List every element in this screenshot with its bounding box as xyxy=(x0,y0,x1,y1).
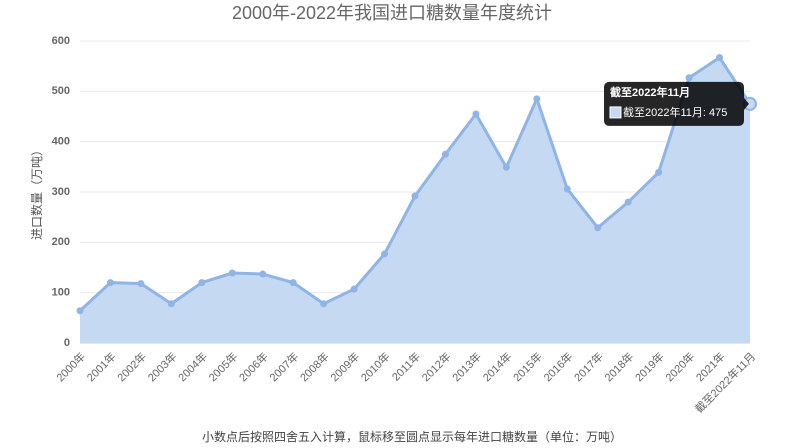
x-tick-label: 2009年 xyxy=(327,349,362,384)
y-tick-label: 600 xyxy=(52,35,70,47)
x-tick-label: 2017年 xyxy=(571,349,606,384)
data-point xyxy=(106,279,114,287)
data-point xyxy=(289,279,297,287)
data-point xyxy=(533,95,541,103)
data-point xyxy=(228,269,236,277)
y-tick-label: 0 xyxy=(64,337,70,349)
tooltip-box xyxy=(604,81,744,126)
y-tick-label: 100 xyxy=(52,287,70,299)
data-point xyxy=(76,307,84,315)
x-tick-label: 2006年 xyxy=(236,349,271,384)
x-tick-label: 2018年 xyxy=(601,349,636,384)
x-tick-label: 2003年 xyxy=(145,349,180,384)
data-point xyxy=(655,168,663,176)
x-tick-label: 2010年 xyxy=(358,349,393,384)
x-tick-label: 2020年 xyxy=(662,349,697,384)
data-point xyxy=(411,192,419,200)
data-point xyxy=(381,250,389,258)
x-tick-label: 2001年 xyxy=(84,349,119,384)
x-tick-label: 2019年 xyxy=(632,349,667,384)
data-point xyxy=(594,224,602,232)
data-point xyxy=(320,300,328,308)
data-point xyxy=(137,280,145,288)
chart-title: 2000年-2022年我国进口糖数量年度统计 xyxy=(232,3,552,23)
data-point xyxy=(350,285,358,293)
x-tick-label: 2012年 xyxy=(419,349,454,384)
tooltip-swatch xyxy=(609,106,622,119)
x-tick-label: 2000年 xyxy=(53,349,88,384)
area-fill xyxy=(80,57,750,344)
x-tick-label: 2016年 xyxy=(540,349,575,384)
x-tick-label: 2004年 xyxy=(175,349,210,384)
footnote: 小数点后按照四舍五入计算，鼠标移至圆点显示每年进口糖数量（单位：万吨） xyxy=(202,429,622,444)
tooltip-arrow xyxy=(744,97,749,110)
tooltip-label: 截至2022年11月: 475 xyxy=(623,105,727,119)
y-tick-label: 200 xyxy=(52,236,70,248)
x-tick-label: 2014年 xyxy=(480,349,515,384)
x-tick-label: 2011年 xyxy=(389,349,423,383)
data-point xyxy=(502,163,510,171)
x-tick-label: 2015年 xyxy=(510,349,545,384)
data-point xyxy=(198,279,206,287)
x-tick-label: 2013年 xyxy=(449,349,484,384)
y-axis-label: 进口数量（万吨） xyxy=(29,144,44,240)
data-point xyxy=(716,54,724,62)
data-point xyxy=(563,185,571,193)
data-point xyxy=(259,270,267,278)
data-point xyxy=(472,110,480,118)
x-tick-label: 2007年 xyxy=(266,349,301,384)
x-tick-label: 2002年 xyxy=(114,349,149,384)
y-tick-label: 300 xyxy=(52,186,70,198)
data-point xyxy=(685,74,693,82)
tooltip-title: 截至2022年11月 xyxy=(610,85,690,99)
x-tick-label: 2005年 xyxy=(205,349,240,384)
y-tick-label: 400 xyxy=(52,136,70,148)
data-point xyxy=(624,198,632,206)
x-tick-label: 2008年 xyxy=(297,349,332,384)
data-point xyxy=(167,300,175,308)
y-tick-label: 500 xyxy=(52,85,70,97)
data-point xyxy=(441,150,449,158)
